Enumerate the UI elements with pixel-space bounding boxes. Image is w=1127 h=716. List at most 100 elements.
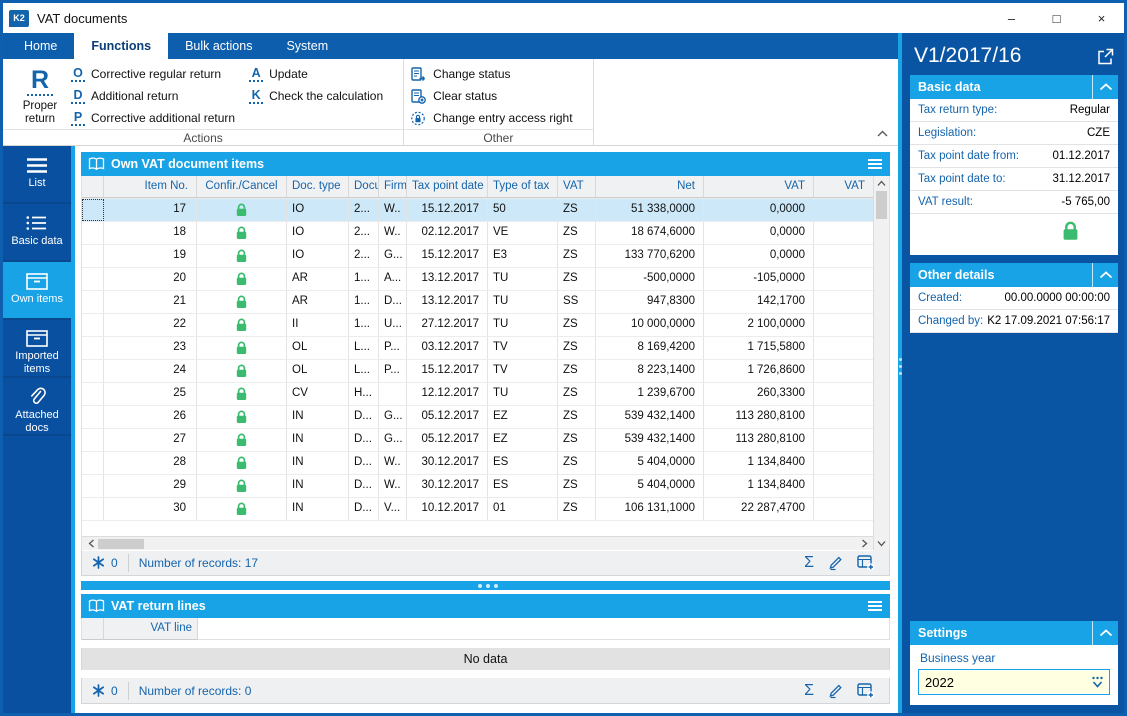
tab-functions[interactable]: Functions bbox=[74, 33, 169, 59]
table-row[interactable]: 24 OL L... P... 15.12.2017 TV ZS 8 223,1400 1 72… bbox=[82, 360, 873, 383]
column-header-doc_type[interactable]: Doc. type bbox=[287, 176, 349, 198]
column-header-doc[interactable]: Docu bbox=[349, 176, 379, 198]
ribbon-item-check-the-calculation[interactable]: K Check the calculation bbox=[249, 85, 383, 107]
panel-menu-icon[interactable] bbox=[867, 158, 883, 170]
panel-menu-icon[interactable] bbox=[867, 600, 883, 612]
sidebar: List Basic data Own items Imported items Att… bbox=[3, 146, 71, 713]
detail-row-created: Created: 00.00.0000 00:00:00 bbox=[910, 287, 1118, 310]
table-row[interactable]: 18 IO 2... W.. 02.12.2017 VE ZS 18 674,6000 0,00… bbox=[82, 222, 873, 245]
cell-vat_amount: 1 715,5800 bbox=[704, 337, 814, 359]
cell-vat: ZS bbox=[558, 452, 596, 474]
lock-icon bbox=[235, 364, 248, 378]
tab-system[interactable]: System bbox=[286, 39, 329, 53]
detail-value: Regular bbox=[1069, 104, 1110, 116]
table-row[interactable]: 20 AR 1... A... 13.12.2017 TU ZS -500,0000 -105,… bbox=[82, 268, 873, 291]
cell-doc: 2... bbox=[349, 222, 379, 244]
cell-firm: W.. bbox=[379, 475, 407, 497]
column-header-confir[interactable]: Confir./Cancel bbox=[197, 176, 287, 198]
ribbon-item-change-status[interactable]: Change status bbox=[410, 63, 572, 85]
cell-firm: P... bbox=[379, 337, 407, 359]
cell-vat_amount: 113 280,8100 bbox=[704, 406, 814, 428]
collapse-section-button[interactable] bbox=[1092, 263, 1118, 287]
table-row[interactable]: 29 IN D... W.. 30.12.2017 ES ZS 5 404,0000 1 134… bbox=[82, 475, 873, 498]
open-in-window-icon[interactable] bbox=[1097, 48, 1114, 65]
sum-button[interactable]: Σ bbox=[804, 553, 814, 571]
add-record-button[interactable] bbox=[857, 554, 875, 571]
proper-return-button[interactable]: R Proper return bbox=[9, 63, 71, 129]
column-header-vat_amount[interactable]: VAT bbox=[704, 176, 814, 198]
collapse-section-button[interactable] bbox=[1092, 75, 1118, 99]
sidebar-item-attached-docs[interactable]: Attached docs bbox=[3, 378, 71, 436]
cell-doc_type: OL bbox=[287, 337, 349, 359]
proper-return-icon: R bbox=[26, 67, 54, 96]
column-header-net[interactable]: Net bbox=[596, 176, 704, 198]
business-year-input[interactable] bbox=[918, 669, 1110, 695]
column-header-vat[interactable]: VAT bbox=[558, 176, 596, 198]
ribbon-item-corrective-additional-return[interactable]: P Corrective additional return bbox=[71, 107, 235, 129]
table-row[interactable]: 27 IN D... G... 05.12.2017 EZ ZS 539 432,1400 11… bbox=[82, 429, 873, 452]
table-row[interactable]: 22 II 1... U... 27.12.2017 TU ZS 10 000,0000 2 1… bbox=[82, 314, 873, 337]
horizontal-scrollbar-thumb[interactable] bbox=[98, 539, 144, 549]
detail-value: 31.12.2017 bbox=[1052, 173, 1110, 185]
ribbon-item-clear-status[interactable]: Clear status bbox=[410, 85, 572, 107]
main-area: Own VAT document items Item No. Confir./C… bbox=[75, 146, 898, 713]
edit-button[interactable] bbox=[828, 683, 843, 699]
ribbon-item-update[interactable]: A Update bbox=[249, 63, 383, 85]
lock-icon bbox=[235, 295, 248, 309]
column-header-type_of_tax[interactable]: Type of tax bbox=[488, 176, 558, 198]
lock-icon bbox=[235, 341, 248, 355]
detail-panel-splitter[interactable] bbox=[898, 33, 902, 713]
column-header-vat2[interactable]: VAT bbox=[814, 176, 873, 198]
table-row[interactable]: 17 IO 2... W.. 15.12.2017 50 ZS 51 338,0000 0,00… bbox=[82, 199, 873, 222]
ribbon-item-additional-return[interactable]: D Additional return bbox=[71, 85, 235, 107]
minimize-button[interactable]: – bbox=[1007, 10, 1016, 26]
cell-item_no: 21 bbox=[104, 291, 197, 313]
horizontal-scrollbar[interactable] bbox=[82, 536, 873, 550]
close-button[interactable]: × bbox=[1097, 10, 1106, 26]
collapse-section-button[interactable] bbox=[1092, 621, 1118, 645]
detail-row-tax-point-date-to: Tax point date to: 31.12.2017 bbox=[910, 168, 1118, 191]
ribbon-item-change-entry-access-right[interactable]: Change entry access right bbox=[410, 107, 573, 129]
table-row[interactable]: 26 IN D... G... 05.12.2017 EZ ZS 539 432,1400 11… bbox=[82, 406, 873, 429]
sum-button[interactable]: Σ bbox=[804, 681, 814, 699]
tab-bulk-actions[interactable]: Bulk actions bbox=[185, 39, 253, 53]
column-header-tax_point_date[interactable]: Tax point date bbox=[407, 176, 488, 198]
table-row[interactable]: 19 IO 2... G... 15.12.2017 E3 ZS 133 770,6200 0,… bbox=[82, 245, 873, 268]
table-row[interactable]: 23 OL L... P... 03.12.2017 TV ZS 8 169,4200 1 71… bbox=[82, 337, 873, 360]
column-header-sel[interactable] bbox=[82, 176, 104, 198]
cell-item_no: 17 bbox=[104, 199, 197, 221]
cell-doc_type: AR bbox=[287, 291, 349, 313]
sidebar-item-list[interactable]: List bbox=[3, 146, 71, 204]
sidebar-item-basic-data[interactable]: Basic data bbox=[3, 204, 71, 262]
asterisk-icon bbox=[92, 684, 105, 697]
table-row[interactable]: 21 AR 1... D... 13.12.2017 TU SS 947,8300 142,17… bbox=[82, 291, 873, 314]
scroll-down-icon[interactable] bbox=[874, 536, 889, 550]
vertical-scrollbar-thumb[interactable] bbox=[876, 191, 887, 219]
add-record-button[interactable] bbox=[857, 682, 875, 699]
box-icon bbox=[26, 328, 48, 349]
column-header-item_no[interactable]: Item No. bbox=[104, 176, 197, 198]
cell-net: -500,0000 bbox=[596, 268, 704, 290]
scroll-up-icon[interactable] bbox=[874, 176, 889, 190]
vat-return-lines-header: VAT return lines bbox=[81, 594, 890, 618]
scroll-right-icon[interactable] bbox=[857, 537, 871, 550]
collapse-ribbon-button[interactable] bbox=[877, 124, 888, 142]
dropdown-icon[interactable] bbox=[1090, 676, 1105, 689]
vertical-scrollbar[interactable] bbox=[873, 176, 889, 550]
sidebar-item-imported-items[interactable]: Imported items bbox=[3, 320, 71, 378]
edit-button[interactable] bbox=[828, 555, 843, 571]
table-row[interactable]: 25 CV H... 12.12.2017 TU ZS 1 239,6700 260,3300 bbox=[82, 383, 873, 406]
table-row[interactable]: 30 IN D... V... 10.12.2017 01 ZS 106 131,1000 22… bbox=[82, 498, 873, 521]
table-row[interactable]: 28 IN D... W.. 30.12.2017 ES ZS 5 404,0000 1 134… bbox=[82, 452, 873, 475]
panel-splitter[interactable] bbox=[81, 581, 890, 590]
ribbon-item-corrective-regular-return[interactable]: O Corrective regular return bbox=[71, 63, 235, 85]
cell-confir bbox=[197, 199, 287, 221]
tab-home[interactable]: Home bbox=[24, 39, 58, 53]
sidebar-item-own-items[interactable]: Own items bbox=[3, 262, 71, 320]
cell-vat2 bbox=[814, 498, 873, 520]
column-header-firm[interactable]: Firm bbox=[379, 176, 407, 198]
cell-confir bbox=[197, 314, 287, 336]
scroll-left-icon[interactable] bbox=[84, 537, 98, 550]
maximize-button[interactable]: □ bbox=[1052, 10, 1061, 26]
